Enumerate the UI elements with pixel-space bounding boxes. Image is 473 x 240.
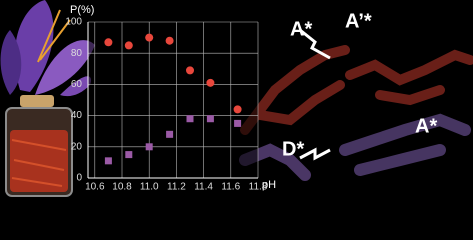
x-tick-label: 11.8 (249, 182, 268, 193)
annotation: A* (415, 115, 437, 137)
y-tick-label: 0 (76, 173, 82, 184)
annotation: A’* (345, 10, 372, 32)
x-tick-label: 11.2 (167, 182, 186, 193)
y-axis-label: P(%) (70, 4, 94, 16)
data-point (145, 33, 154, 42)
data-point (206, 115, 214, 123)
y-tick-label: 60 (71, 79, 83, 90)
x-tick-label: 11.4 (194, 182, 213, 193)
x-tick-label: 11.6 (221, 182, 240, 193)
data-point (124, 41, 133, 50)
crocus-flower (0, 0, 95, 97)
data-point (206, 78, 215, 87)
graphical-abstract: A* A’* D* A* P(%) pH 0 20 40 60 80 100 10.6 10.… (0, 0, 473, 197)
y-tick-label: 20 (71, 141, 83, 152)
data-point (165, 36, 174, 45)
data-point (125, 151, 133, 159)
x-tick-label: 10.8 (112, 182, 132, 193)
data-point (233, 105, 242, 114)
data-point (104, 157, 112, 165)
y-tick-label: 100 (65, 17, 82, 28)
data-point (186, 66, 194, 75)
x-axis-label: pH (262, 179, 276, 191)
x-tick-label: 10.6 (85, 182, 105, 193)
data-point (104, 38, 113, 47)
y-tick-label: 80 (71, 48, 83, 59)
data-point (166, 130, 174, 138)
plot-area (88, 22, 258, 178)
annotation: A* (290, 18, 312, 40)
data-point (186, 115, 194, 123)
data-point (145, 143, 153, 151)
molecule-renderings (239, 28, 473, 181)
x-tick-label: 11.0 (140, 182, 159, 193)
annotation: D* (282, 138, 304, 160)
y-tick-label: 40 (71, 110, 83, 121)
data-point (234, 119, 242, 127)
saffron-jar (5, 95, 73, 197)
